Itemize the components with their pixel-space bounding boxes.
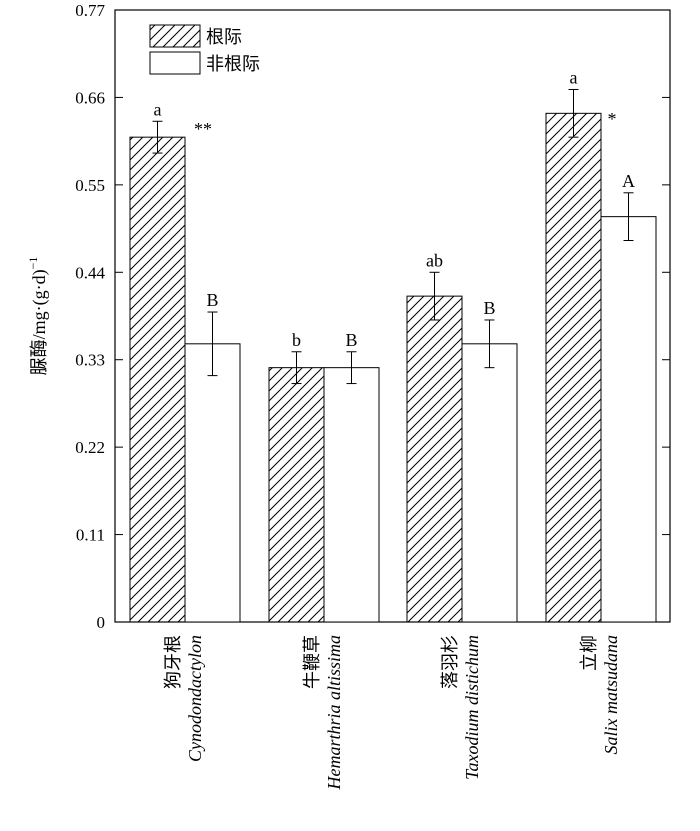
data-label: a (570, 67, 578, 87)
x-label-latin: Salix matsudana (601, 635, 621, 755)
data-label: a (154, 99, 162, 119)
legend-label-rhizosphere: 根际 (206, 27, 242, 47)
bar (323, 367, 380, 623)
x-category-label: 牛鞭草 Hemarthria altissima (302, 635, 344, 791)
bar (600, 216, 657, 623)
x-label-latin: Taxodium distichum (462, 635, 482, 780)
bar (406, 295, 463, 623)
data-label: A (622, 171, 635, 191)
y-tick-label: 0.55 (75, 176, 105, 195)
y-tick-label: 0 (97, 613, 106, 632)
significance-marker: ** (194, 119, 212, 139)
legend-label-non-rhizosphere: 非根际 (206, 54, 260, 74)
x-label-chinese: 立柳 (579, 635, 599, 671)
legend-swatch-rhizosphere (149, 24, 201, 48)
x-label-chinese: 落羽杉 (440, 635, 460, 689)
x-label-chinese: 牛鞭草 (302, 635, 322, 689)
x-label-chinese: 狗牙根 (163, 635, 183, 689)
data-label: B (206, 290, 218, 310)
bar (545, 112, 602, 623)
y-axis-title-superscript: −1 (26, 257, 40, 270)
y-axis-title-main: 脲酶/mg·(g·d) (29, 269, 50, 375)
x-category-label: 落羽杉 Taxodium distichum (440, 635, 482, 780)
y-axis-title: 脲酶/mg·(g·d)−1 (26, 257, 50, 376)
x-category-label: 立柳 Salix matsudana (579, 635, 621, 755)
plot-frame (114, 9, 671, 623)
legend: 根际 非根际 (149, 24, 260, 75)
data-label: b (292, 330, 301, 350)
bar (129, 136, 186, 623)
bar (461, 343, 518, 623)
y-tick-label: 0.66 (75, 88, 105, 107)
significance-marker: * (608, 109, 617, 129)
y-tick-label: 0.11 (76, 526, 105, 545)
y-tick-label: 0.44 (75, 263, 105, 282)
x-category-label: 狗牙根 Cynodondactylon (163, 635, 205, 762)
y-tick-label: 0.33 (75, 351, 105, 370)
data-label: B (483, 298, 495, 318)
data-label: B (345, 330, 357, 350)
x-label-latin: Hemarthria altissima (324, 635, 344, 791)
x-label-latin: Cynodondactylon (185, 635, 205, 762)
y-tick-label: 0.22 (75, 438, 105, 457)
x-axis-labels: 狗牙根 Cynodondactylon 牛鞭草 Hemarthria altissim… (163, 635, 621, 791)
bar (268, 367, 325, 623)
legend-swatch-non-rhizosphere (149, 51, 201, 75)
y-tick-label: 0.77 (75, 1, 105, 20)
data-label: ab (426, 250, 443, 270)
y-axis: 0 0.11 0.22 0.33 0.44 0.55 0.66 0.77 (75, 1, 670, 632)
bar (184, 343, 241, 623)
